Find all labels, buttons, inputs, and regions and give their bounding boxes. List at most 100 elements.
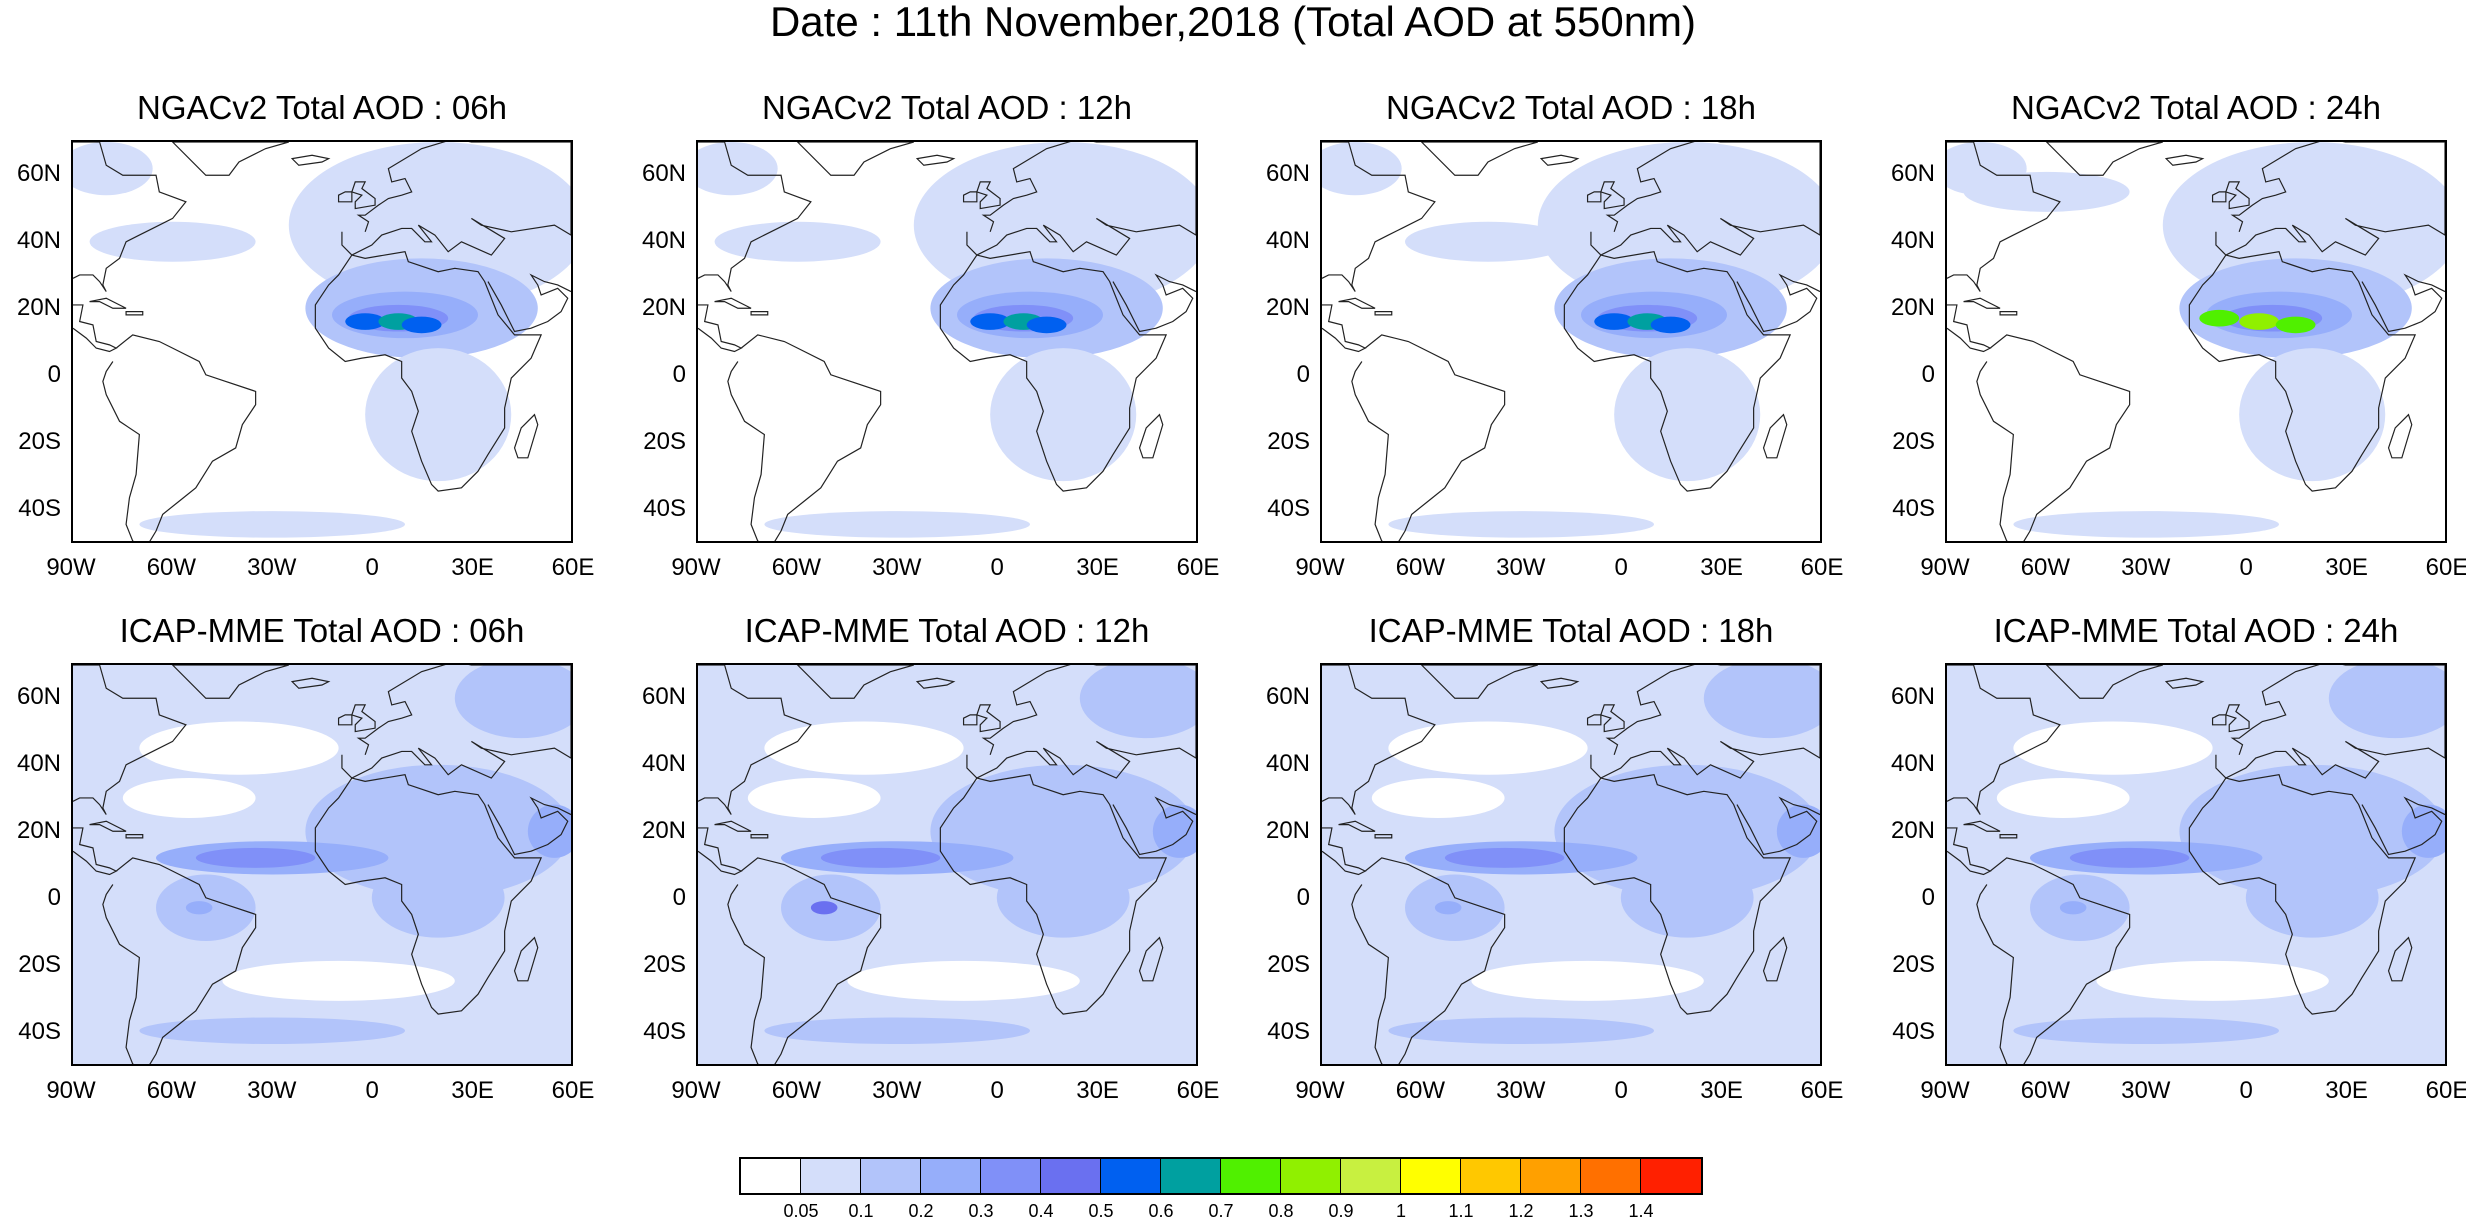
lon-tick-label: 60E [1176,554,1220,581]
lon-tick-label: 30W [247,554,297,581]
lat-tick-label: 40S [1267,495,1310,523]
lat-tick-label: 40N [1265,749,1310,777]
lon-tick-label: 60E [1800,554,1844,581]
colorbar-box [921,1159,981,1193]
lat-tick-label: 20S [1892,951,1935,979]
lat-tick-label: 20S [643,428,686,456]
lon-tick-label: 0 [365,1077,379,1104]
lat-tick-label: 40S [1892,495,1935,523]
colorbar-box [741,1159,801,1193]
panel-title: ICAP-MME Total AOD : 12h [744,612,1150,649]
aod-field-region [990,348,1137,482]
aod-field-region [2401,804,2445,858]
coastline [290,154,331,166]
aod-field-region [139,1017,406,1045]
lon-tick-label: 0 [990,554,1004,581]
coastline [337,191,353,203]
aod-field-region [1650,316,1691,334]
lon-tick-label: 60W [1395,1077,1446,1104]
coastline [314,251,543,492]
lat-tick-label: 60N [16,159,61,187]
coastline [1338,297,1376,309]
coastline [1322,665,1436,815]
aod-field-region [1388,721,1588,775]
coastline [89,820,127,832]
coastline [1374,311,1393,316]
coastline [1590,665,1820,779]
aod-field-region [139,721,339,775]
aod-field-region [2013,1017,2279,1045]
coastline [73,142,187,292]
colorbar-label: 0.9 [1328,1201,1354,1221]
colorbar-box [1401,1159,1461,1193]
map-panel [1320,663,1822,1066]
lon-tick-label: 60W [146,1077,197,1104]
coastline [915,677,956,689]
lon-tick-label: 30W [1496,1077,1546,1104]
colorbar-label: 1.4 [1628,1201,1654,1221]
coastline [1351,857,1506,1064]
coastline [341,142,571,256]
aod-field-region [810,901,838,915]
colorbar [739,1157,1703,1195]
coastline [1420,665,1538,699]
coastline [976,181,1001,210]
coastline [1338,820,1376,832]
aod-field-region [89,221,256,262]
aod-field-region [1388,511,1654,538]
lon-tick-label: 90W [1920,554,1970,581]
coastline [337,714,353,726]
lon-tick-label: 90W [46,1077,96,1104]
coastline [2164,154,2205,166]
lon-tick-label: 60W [1395,554,1446,581]
coastline [290,677,331,689]
lat-tick-label: 60N [1890,682,1935,710]
coastline [714,297,752,309]
coastline [1976,334,2131,541]
colorbar-box [1581,1159,1641,1193]
panel-title: NGACv2 Total AOD : 12h [762,89,1132,126]
lat-tick-label: 40S [643,1018,686,1046]
coastline [89,297,127,309]
colorbar-label: 0.4 [1028,1201,1054,1221]
panel-title: NGACv2 Total AOD : 24h [2011,89,2381,126]
aod-field-region [1614,348,1761,482]
lon-tick-label: 0 [2239,554,2253,581]
panel-title: NGACv2 Total AOD : 06h [137,89,507,126]
lat-tick-label: 40N [1265,226,1310,254]
coastline [966,142,1196,256]
map-canvas [698,665,1196,1064]
lat-tick-label: 40S [18,495,61,523]
coastline [727,334,882,541]
aod-field-region [1620,857,1754,938]
lon-tick-label: 30E [1700,554,1743,581]
lat-tick-label: 20N [1265,816,1310,844]
lat-tick-label: 20S [18,428,61,456]
coastline [1600,704,1625,733]
lat-tick-label: 60N [16,682,61,710]
colorbar-label: 1.1 [1448,1201,1474,1221]
map-canvas [698,142,1196,541]
lon-tick-label: 60E [551,554,595,581]
panel-title: ICAP-MME Total AOD : 24h [1993,612,2399,649]
lon-tick-label: 60W [771,554,822,581]
colorbar-label: 1.2 [1508,1201,1534,1221]
coastline [796,142,914,176]
colorbar-label: 0.1 [848,1201,874,1221]
coastline [727,857,882,1064]
aod-field-region [714,221,881,262]
aod-field-region [527,804,571,858]
lon-tick-label: 30E [1076,1077,1119,1104]
colorbar-box [1161,1159,1221,1193]
lon-tick-label: 90W [1295,1077,1345,1104]
aod-field-region [122,778,256,818]
coastline [915,154,956,166]
lon-tick-label: 30E [451,1077,494,1104]
lat-tick-label: 40S [1892,1018,1935,1046]
lat-tick-label: 0 [47,361,61,389]
aod-field-region [195,847,316,868]
lat-tick-label: 60N [1890,159,1935,187]
aod-field-region [1388,1017,1654,1045]
colorbar-box [801,1159,861,1193]
lat-tick-label: 40N [1890,226,1935,254]
